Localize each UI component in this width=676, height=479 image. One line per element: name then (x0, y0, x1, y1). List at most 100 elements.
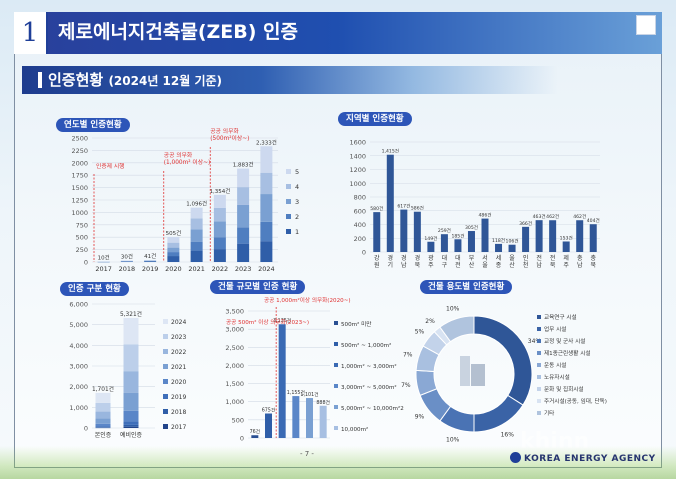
region-data-label: 463건 (533, 213, 546, 220)
header-title: 제로에너지건축물(ZEB) 인증 (58, 21, 299, 43)
region-xtick-top: 충 (577, 254, 583, 262)
building-icon (471, 364, 485, 386)
type-ytick: 2,000 (69, 383, 88, 391)
scale-legend-swatch (334, 342, 338, 346)
yearly-bar-2021-s2 (190, 241, 203, 251)
use-slice-1 (473, 394, 524, 433)
region-data-label: 305건 (465, 224, 478, 231)
type-legend-label: 2020 (171, 379, 186, 386)
yearly-annotation-text: 인증제 시행 (96, 162, 125, 170)
use-legend-swatch (537, 363, 541, 367)
yearly-bar-2021-s5 (190, 207, 203, 219)
yearly-ytick: 500 (76, 234, 88, 242)
yearly-legend-swatch (286, 214, 291, 219)
type-ytick: 3,000 (69, 363, 88, 371)
yearly-bar-2021-s4 (190, 218, 203, 230)
page-number: - 7 - (300, 450, 314, 458)
scale-legend-label: 1,000m² ~ 3,000m² (341, 363, 397, 370)
region-bar-대전 (454, 239, 462, 252)
scale-ytick: 0 (240, 435, 244, 443)
yearly-bar-2020-s5 (167, 236, 180, 243)
yearly-annotation-text: (500m²이상~) (210, 134, 249, 142)
scale-annotation-text: 공공 500m² 이상 의무화(2023~) (226, 318, 309, 326)
region-xtick-bottom: 기 (388, 261, 394, 269)
type-legend-label: 2024 (171, 319, 186, 326)
use-legend-swatch (537, 315, 541, 319)
scale-ytick: 1,500 (225, 380, 244, 388)
scale-ytick: 2,000 (225, 362, 244, 370)
region-xtick-bottom: 산 (509, 261, 515, 269)
yearly-ytick: 1750 (71, 172, 88, 180)
type-ytick: 0 (84, 425, 88, 433)
type-bar-예비인증-2019 (123, 421, 139, 425)
region-bar-경북 (413, 211, 421, 252)
region-data-label: 586건 (411, 205, 424, 212)
yearly-data-label: 2,333건 (256, 139, 277, 146)
region-xtick-bottom: 전 (455, 261, 461, 269)
use-legend-label: 문화 및 집회시설 (544, 385, 584, 393)
region-xtick-bottom: 남 (536, 261, 542, 269)
yearly-xtick: 2023 (235, 265, 252, 273)
region-xtick-bottom: 북 (550, 262, 556, 269)
region-data-label: 462건 (573, 213, 586, 220)
yearly-bar-2021-s3 (190, 229, 203, 242)
yearly-legend-swatch (286, 229, 291, 234)
region-xtick-top: 경 (415, 255, 421, 262)
yearly-annotation-text: 공공 의무화 (164, 151, 193, 159)
pill-use: 건물 용도별 인증현황 (420, 280, 513, 294)
yearly-legend-swatch (286, 184, 291, 189)
region-bar-세종 (495, 243, 503, 252)
use-legend-label: 제1종근린생활 시설 (544, 349, 591, 357)
region-bar-경기 (386, 154, 394, 252)
region-xtick-bottom: 북 (415, 262, 421, 269)
region-data-label: 153건 (560, 234, 573, 241)
yearly-annotation-text: 공공 의무화 (210, 127, 239, 135)
yearly-legend-label: 3 (295, 198, 299, 206)
yearly-legend-swatch (286, 169, 291, 174)
use-legend-swatch (537, 399, 541, 403)
yearly-bar-2020-s1 (167, 256, 180, 262)
scale-ytick: 2,500 (225, 344, 244, 352)
region-ytick: 400 (354, 221, 366, 229)
type-legend-swatch (163, 424, 168, 429)
building-icon (460, 356, 470, 386)
yearly-bar-2023-s4 (237, 187, 250, 205)
region-xtick-top: 대 (455, 254, 461, 262)
use-legend-swatch (537, 351, 541, 355)
region-bar-대구 (440, 234, 448, 252)
type-bar-본인증-2018 (95, 427, 111, 428)
yearly-bar-2022-s3 (213, 221, 226, 238)
use-data-label: 2% (425, 318, 435, 325)
type-bar-예비인증-2021 (123, 392, 139, 411)
section-marker (38, 72, 42, 88)
grass-decoration (0, 446, 676, 479)
yearly-ytick: 750 (76, 221, 88, 229)
region-data-label: 366건 (519, 220, 532, 227)
region-data-label: 185건 (451, 232, 464, 239)
yearly-ytick: 2500 (71, 135, 88, 143)
type-legend-label: 2021 (171, 364, 186, 371)
region-bar-부산 (467, 231, 475, 252)
region-ytick: 1600 (349, 139, 366, 147)
section-title: 인증현황 (48, 71, 104, 89)
yearly-annotation-text: (1,000m² 이상~) (164, 158, 210, 166)
yearly-ytick: 2000 (71, 159, 88, 167)
type-bar-예비인증-2024 (123, 318, 139, 345)
yearly-data-label: 1,883건 (233, 162, 254, 169)
use-slice-8 (439, 315, 475, 343)
use-legend-label: 노유자시설 (544, 373, 570, 381)
region-xtick-top: 인 (523, 255, 529, 262)
region-data-label: 486건 (479, 212, 492, 219)
scale-legend-swatch (334, 363, 338, 367)
yearly-legend-label: 4 (295, 183, 299, 191)
yearly-bar-2021-s1 (190, 250, 203, 262)
yearly-bar-2023-s1 (237, 243, 250, 262)
region-xtick-bottom: 북 (590, 262, 596, 269)
region-bar-광주 (427, 241, 435, 252)
type-legend-label: 2022 (171, 349, 186, 356)
type-bar-본인증-2022 (95, 411, 111, 419)
use-data-label: 7% (401, 382, 411, 389)
yearly-data-label: 10건 (98, 255, 110, 262)
pill-region: 지역별 인증현황 (338, 112, 412, 126)
